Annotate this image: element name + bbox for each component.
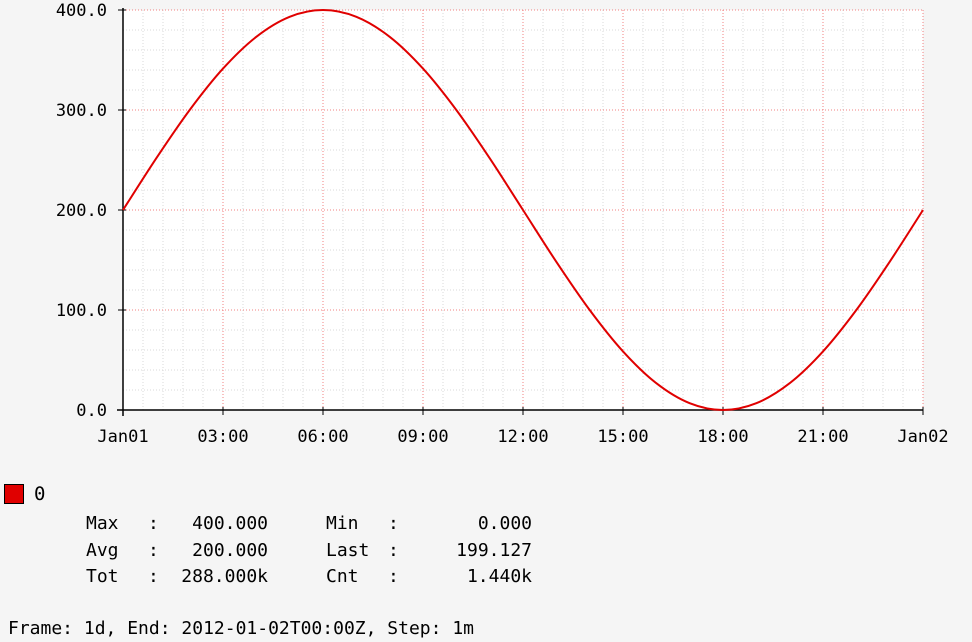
stat-separator: : (148, 566, 159, 587)
stat-value: 400.000 (192, 513, 268, 534)
stat-value: 200.000 (192, 539, 268, 561)
stat-row: Max : 400.000 Min : 0.000 (86, 511, 532, 538)
stat-separator: : (388, 566, 399, 587)
x-tick-label: 12:00 (497, 427, 548, 447)
stat-label: Avg (86, 539, 119, 561)
x-tick-label: 09:00 (397, 427, 448, 447)
y-tick-label: 0.0 (76, 401, 107, 421)
x-tick-label: 21:00 (797, 427, 848, 447)
stat-separator: : (388, 539, 399, 561)
stat-label: Min (326, 513, 359, 534)
chart: Jan01 03:00 06:00 09:00 12:00 15:00 18:00 21:00… (56, 1, 949, 447)
stat-value: 0.000 (477, 513, 532, 534)
y-tick-label: 400.0 (56, 1, 107, 21)
series-line-0 (122, 8, 924, 412)
stats-table: Max : 400.000 Min : 0.000 Avg : 200.000 … (86, 511, 532, 591)
stat-label: Tot (86, 566, 119, 587)
footer-frame-info: Frame: 1d, End: 2012-01-02T00:00Z, Step:… (8, 618, 474, 639)
x-tick-label: Jan02 (897, 427, 948, 447)
y-tick-label: 100.0 (56, 301, 107, 321)
legend-swatch (4, 484, 24, 504)
stat-separator: : (388, 513, 399, 534)
legend-label: 0 (34, 483, 46, 505)
stat-value: 288.000k (181, 566, 268, 587)
x-tick-label: 06:00 (297, 427, 348, 447)
x-tick-label: 03:00 (197, 427, 248, 447)
stat-label: Last (326, 539, 370, 561)
y-tick-label: 200.0 (56, 201, 107, 221)
stat-value: 199.127 (456, 539, 532, 561)
stat-label: Cnt (326, 566, 359, 587)
legend: 0 (4, 483, 45, 505)
x-tick-label: Jan01 (97, 427, 148, 447)
stat-separator: : (148, 513, 159, 534)
stat-row: Avg : 200.000 Last : 199.127 (86, 538, 532, 565)
y-tick-label: 300.0 (56, 101, 107, 121)
x-tick-label: 15:00 (597, 427, 648, 447)
x-tick-label: 18:00 (697, 427, 748, 447)
stat-separator: : (148, 539, 159, 561)
stat-row: Tot : 288.000k Cnt : 1.440k (86, 564, 532, 591)
stat-value: 1.440k (466, 566, 532, 587)
stat-label: Max (86, 513, 119, 534)
